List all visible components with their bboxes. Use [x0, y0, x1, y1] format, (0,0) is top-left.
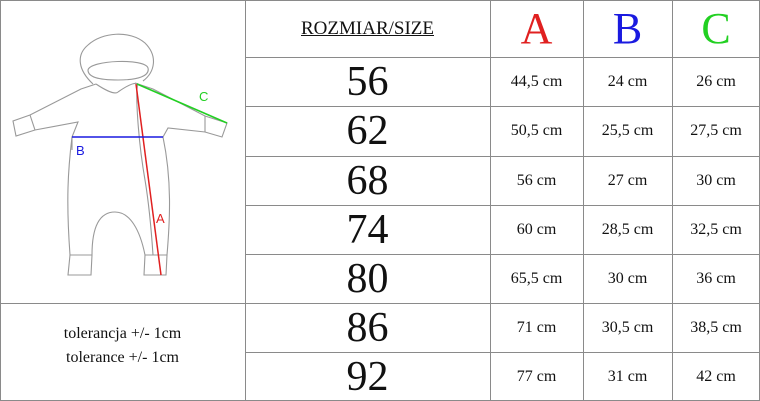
grid-line	[245, 106, 760, 107]
cell-a: 77 cm	[516, 367, 557, 385]
cell-c: 38,5 cm	[690, 318, 742, 336]
cell-b: 24 cm	[607, 72, 648, 90]
grid-line	[0, 0, 760, 1]
cell-b: 31 cm	[607, 367, 648, 385]
grid-line	[583, 0, 584, 401]
grid-line	[672, 0, 673, 401]
cell-a: 71 cm	[516, 318, 557, 336]
cell-b: 30 cm	[607, 269, 648, 287]
cell-a: 65,5 cm	[510, 269, 563, 287]
tolerance-note: tolerancja +/- 1cm tolerance +/- 1cm	[0, 322, 245, 370]
cell-a: 60 cm	[516, 220, 557, 238]
header-a: A	[520, 4, 553, 53]
header-size: ROZMIAR/SIZE	[245, 0, 490, 57]
grid-line	[0, 0, 1, 401]
cell-c: 32,5 cm	[690, 220, 742, 238]
label-c: C	[199, 89, 208, 104]
cell-c: 42 cm	[696, 367, 736, 385]
grid-line	[490, 0, 491, 401]
label-a: A	[156, 211, 165, 226]
header-c: C	[701, 4, 731, 53]
measure-line-c	[136, 83, 228, 124]
cell-size: 86	[346, 304, 389, 351]
cell-size: 92	[346, 353, 389, 400]
cell-a: 56 cm	[516, 171, 557, 189]
cell-b: 27 cm	[607, 171, 648, 189]
grid-line	[245, 254, 760, 255]
grid-line	[245, 156, 760, 157]
cell-c: 36 cm	[696, 269, 736, 287]
cell-size: 68	[346, 157, 389, 204]
cell-b: 28,5 cm	[601, 220, 654, 238]
grid-line	[0, 303, 245, 304]
measure-line-a	[135, 83, 162, 276]
cell-b: 30,5 cm	[601, 318, 654, 336]
header-b: B	[612, 4, 643, 53]
cell-size: 74	[346, 206, 389, 253]
grid-line	[245, 57, 760, 58]
cell-c: 30 cm	[696, 171, 736, 189]
grid-line	[245, 205, 760, 206]
grid-line	[245, 0, 246, 401]
label-b: B	[76, 143, 85, 158]
tolerance-en: tolerance +/- 1cm	[66, 349, 179, 366]
cell-size: 80	[346, 255, 389, 302]
cell-c: 27,5 cm	[690, 122, 742, 139]
cell-c: 26 cm	[696, 72, 736, 90]
cell-b: 25,5 cm	[601, 122, 654, 139]
grid-line	[245, 352, 760, 353]
grid-line	[245, 303, 760, 304]
cell-size: 62	[346, 108, 389, 154]
cell-a: 44,5 cm	[510, 72, 563, 90]
romper-diagram: A B C	[12, 33, 228, 276]
cell-size: 56	[346, 58, 389, 105]
cell-a: 50,5 cm	[510, 122, 563, 139]
tolerance-pl: tolerancja +/- 1cm	[63, 325, 182, 342]
size-header-label: ROZMIAR/SIZE	[301, 17, 434, 39]
